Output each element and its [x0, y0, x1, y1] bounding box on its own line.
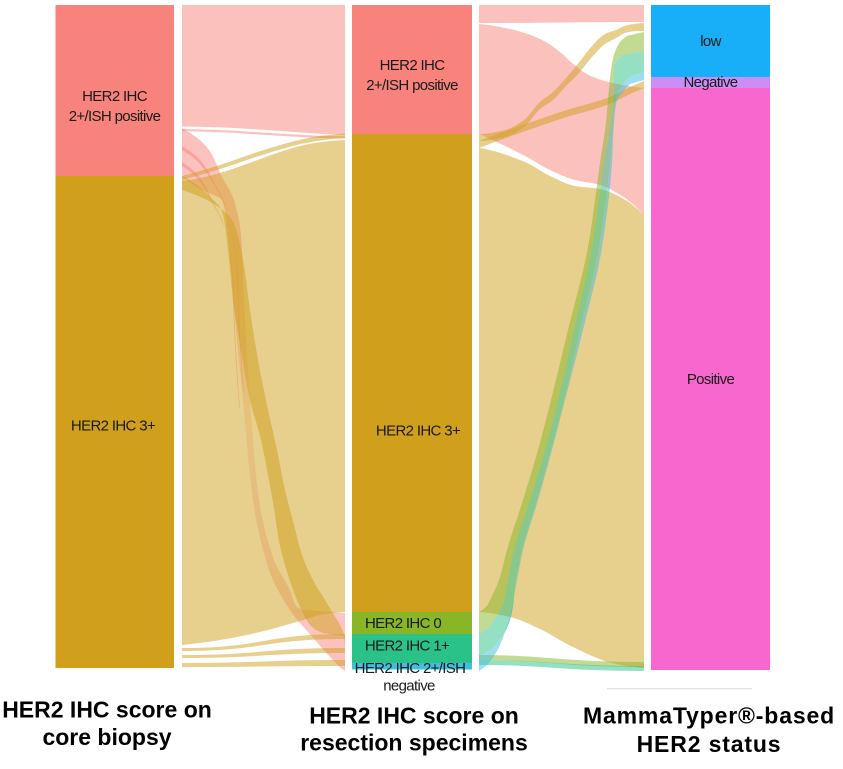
svg-text:2+/ISH positive: 2+/ISH positive — [69, 108, 161, 125]
svg-text:HER2 IHC 1+: HER2 IHC 1+ — [365, 638, 450, 655]
svg-text:core biopsy: core biopsy — [42, 724, 171, 750]
svg-text:Negative: Negative — [683, 74, 737, 91]
svg-text:HER2 IHC 0: HER2 IHC 0 — [365, 615, 441, 632]
svg-text:negative: negative — [383, 678, 435, 695]
svg-text:HER2 IHC score on: HER2 IHC score on — [309, 703, 519, 729]
svg-text:2+/ISH positive: 2+/ISH positive — [366, 77, 458, 94]
svg-text:HER2 IHC 2+/ISH: HER2 IHC 2+/ISH — [355, 660, 466, 677]
svg-text:HER2 IHC: HER2 IHC — [380, 57, 446, 74]
svg-text:resection specimens: resection specimens — [300, 730, 528, 756]
svg-text:HER2 IHC 3+: HER2 IHC 3+ — [376, 423, 461, 440]
svg-text:MammaTyper®-based: MammaTyper®-based — [583, 703, 835, 729]
svg-text:HER2 IHC: HER2 IHC — [82, 88, 148, 105]
svg-text:HER2 IHC score on: HER2 IHC score on — [2, 697, 212, 723]
svg-text:low: low — [700, 33, 721, 50]
svg-text:HER2 status: HER2 status — [637, 731, 782, 757]
svg-text:HER2 IHC 3+: HER2 IHC 3+ — [71, 418, 156, 435]
svg-text:Positive: Positive — [687, 371, 735, 388]
